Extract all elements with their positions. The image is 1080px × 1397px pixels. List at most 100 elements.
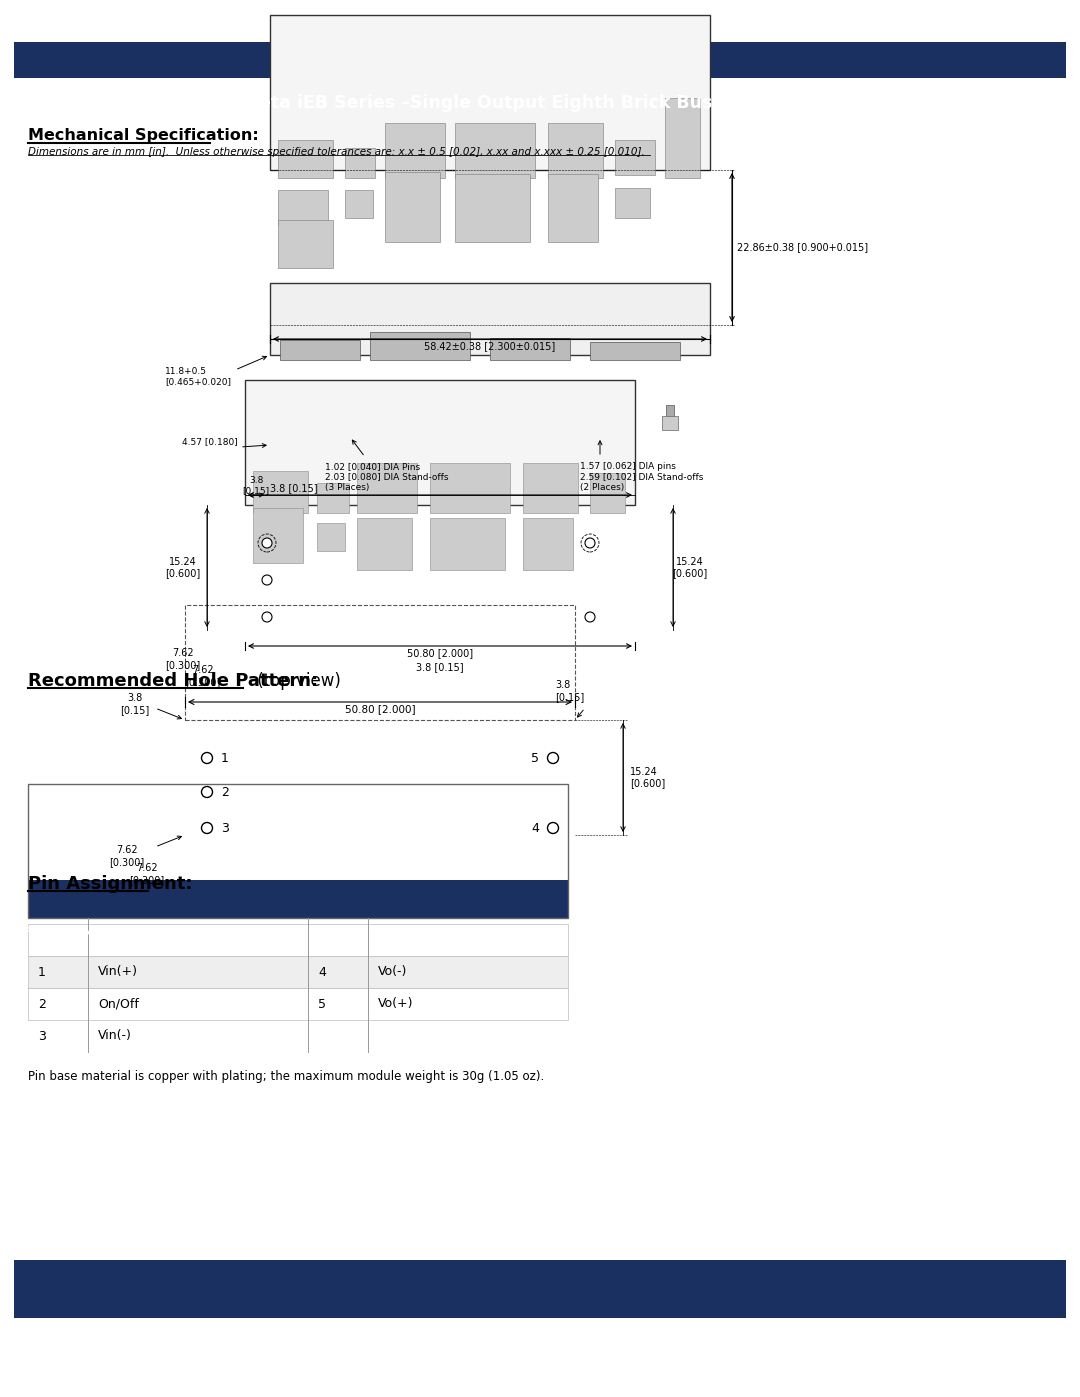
- Bar: [430, 462, 510, 513]
- Text: 15.24
[0.600]: 15.24 [0.600]: [673, 556, 707, 578]
- Text: ©2004-2007  TDK Innoveta Inc.
10/29/2007: ©2004-2007 TDK Innoveta Inc. 10/29/2007: [24, 1329, 212, 1361]
- Bar: [308, 880, 368, 918]
- Bar: [357, 462, 417, 513]
- Text: FUNCTION: FUNCTION: [162, 930, 234, 943]
- Text: Vo(-): Vo(-): [378, 965, 407, 978]
- Text: Vin(-): Vin(-): [98, 1030, 132, 1042]
- Text: 2: 2: [221, 785, 229, 799]
- Circle shape: [548, 753, 558, 764]
- Bar: [318, 483, 349, 513]
- Bar: [615, 140, 654, 175]
- Bar: [297, 409, 303, 427]
- Bar: [270, 284, 710, 355]
- Bar: [368, 923, 568, 956]
- Text: 3: 3: [38, 1030, 45, 1042]
- Bar: [308, 988, 368, 1020]
- Text: Vin(+): Vin(+): [98, 965, 138, 978]
- Bar: [294, 420, 306, 430]
- Text: ☏ (877) 498-0099: ☏ (877) 498-0099: [482, 1341, 598, 1354]
- Bar: [368, 988, 568, 1020]
- Text: 7.62
[0.300]: 7.62 [0.300]: [130, 863, 164, 884]
- Bar: [308, 923, 368, 956]
- Bar: [280, 339, 360, 360]
- Bar: [87, 880, 308, 918]
- Text: Pin Assignment:: Pin Assignment:: [28, 875, 192, 893]
- Text: FUNCTION: FUNCTION: [22, 926, 94, 939]
- Bar: [384, 172, 440, 242]
- Text: FUNCTION: FUNCTION: [432, 930, 504, 943]
- Bar: [345, 190, 373, 218]
- Bar: [523, 462, 578, 513]
- Bar: [455, 123, 535, 177]
- Bar: [87, 988, 308, 1020]
- Circle shape: [202, 823, 213, 834]
- Text: PIN: PIN: [46, 937, 70, 950]
- Text: 1.57 [0.062] DIA pins
2.59 [0.102] DIA Stand-offs
(2 Places): 1.57 [0.062] DIA pins 2.59 [0.102] DIA S…: [580, 462, 703, 492]
- Bar: [308, 956, 368, 988]
- Text: Pin base material is copper with plating; the maximum module weight is 30g (1.05: Pin base material is copper with plating…: [28, 1070, 544, 1083]
- Text: 58.42±0.38 [2.300±0.015]: 58.42±0.38 [2.300±0.015]: [424, 341, 555, 351]
- Bar: [14, 1260, 1066, 1317]
- Text: On/Off: On/Off: [98, 997, 139, 1010]
- Bar: [270, 15, 710, 170]
- Text: 1: 1: [38, 965, 45, 978]
- Circle shape: [585, 612, 595, 622]
- Bar: [590, 342, 680, 360]
- Bar: [347, 409, 353, 427]
- Bar: [368, 880, 568, 918]
- Text: Mechanical Specification:: Mechanical Specification:: [28, 129, 259, 142]
- Bar: [394, 420, 406, 430]
- Text: 15.24
[0.600]: 15.24 [0.600]: [165, 556, 201, 578]
- Bar: [278, 219, 333, 268]
- Text: 15.24
[0.600]: 15.24 [0.600]: [630, 767, 665, 788]
- Text: 3/12: 3/12: [1015, 1338, 1056, 1356]
- Bar: [28, 880, 568, 918]
- Text: 50.80 [2.000]: 50.80 [2.000]: [407, 648, 473, 658]
- Text: Advance Data Sheet: FReta iEB Series –Single Output Eighth Brick Bus Converter: Advance Data Sheet: FReta iEB Series –Si…: [22, 94, 816, 112]
- Text: 3.8
[0.15]: 3.8 [0.15]: [242, 475, 270, 495]
- Text: 3.8 [0.15]: 3.8 [0.15]: [270, 483, 318, 493]
- Bar: [357, 518, 411, 570]
- Bar: [14, 42, 1066, 78]
- Text: Vo(+): Vo(+): [378, 997, 414, 1010]
- Text: 7.62
[0.300]: 7.62 [0.300]: [186, 665, 220, 686]
- Bar: [185, 605, 575, 719]
- Bar: [345, 148, 375, 177]
- Bar: [596, 405, 604, 427]
- Bar: [87, 923, 308, 956]
- Bar: [397, 409, 403, 427]
- Bar: [318, 522, 345, 550]
- Bar: [615, 189, 650, 218]
- Bar: [278, 140, 333, 177]
- Text: (top view): (top view): [252, 672, 341, 690]
- Text: 4: 4: [318, 965, 326, 978]
- Text: 3.8 [0.15]: 3.8 [0.15]: [416, 662, 463, 672]
- Text: 4: 4: [531, 821, 539, 834]
- Bar: [384, 123, 445, 177]
- Bar: [28, 988, 87, 1020]
- Bar: [370, 332, 470, 360]
- Bar: [245, 380, 635, 504]
- Circle shape: [202, 753, 213, 764]
- Bar: [548, 175, 598, 242]
- Text: 2: 2: [38, 997, 45, 1010]
- Bar: [345, 420, 356, 430]
- Circle shape: [262, 538, 272, 548]
- Bar: [430, 518, 505, 570]
- Text: 7.62
[0.300]: 7.62 [0.300]: [165, 648, 201, 669]
- Text: 1: 1: [221, 752, 229, 764]
- Bar: [523, 518, 573, 570]
- Text: Dimensions are in mm [in].  Unless otherwise specified tolerances are: x.x ± 0.5: Dimensions are in mm [in]. Unless otherw…: [28, 147, 645, 156]
- Bar: [28, 923, 87, 956]
- Text: 3.8
[0.15]: 3.8 [0.15]: [120, 693, 150, 715]
- Text: 5: 5: [318, 997, 326, 1010]
- Text: PIN: PIN: [326, 930, 350, 943]
- Text: 3.8
[0.15]: 3.8 [0.15]: [555, 680, 584, 703]
- Circle shape: [262, 612, 272, 622]
- Text: 1.02 [0.040] DIA Pins
2.03 [0.080] DIA Stand-offs
(3 Places): 1.02 [0.040] DIA Pins 2.03 [0.080] DIA S…: [325, 462, 448, 492]
- Text: 50.80 [2.000]: 50.80 [2.000]: [345, 704, 416, 714]
- Bar: [665, 98, 700, 177]
- Text: 11.8+0.5
[0.465+0.020]: 11.8+0.5 [0.465+0.020]: [165, 367, 231, 387]
- Circle shape: [202, 787, 213, 798]
- Bar: [548, 123, 603, 177]
